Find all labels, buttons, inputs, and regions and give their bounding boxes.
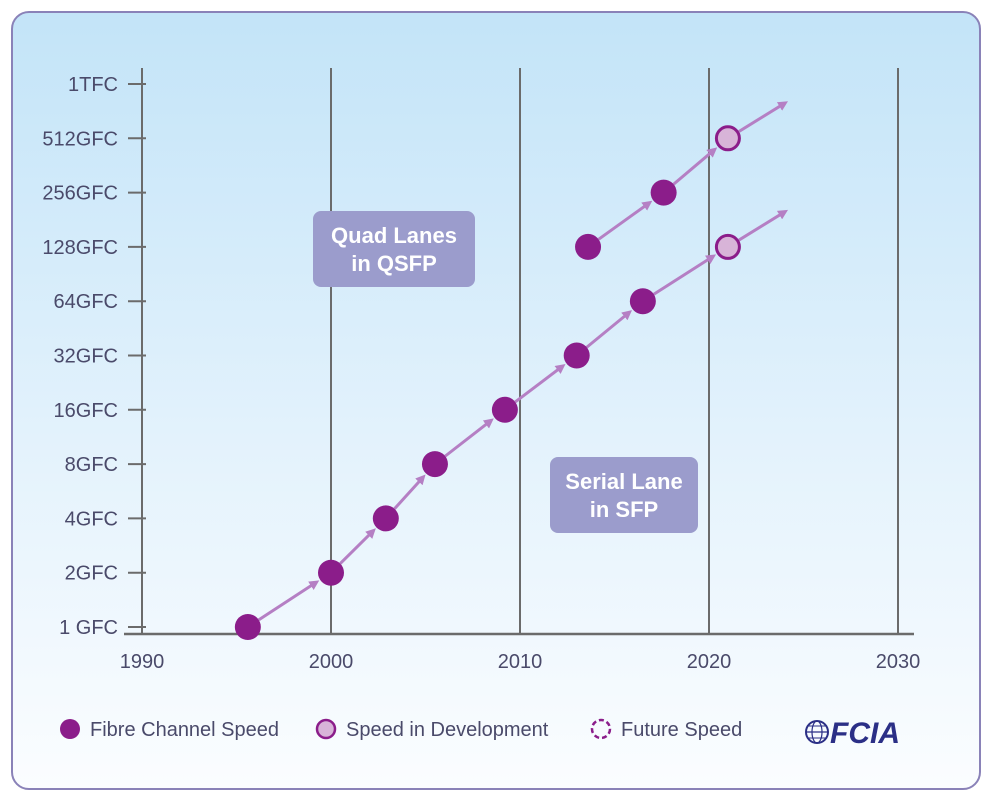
trend-arrow-quad bbox=[738, 101, 789, 133]
legend-label: Future Speed bbox=[621, 719, 742, 741]
logo-text: FCIA bbox=[830, 717, 900, 750]
x-tick-label: 2020 bbox=[687, 651, 732, 673]
data-point-fibre-channel bbox=[629, 288, 656, 315]
trend-arrow-serial bbox=[738, 209, 789, 242]
y-tick-label: 1TFC bbox=[68, 74, 118, 96]
trend-arrow-quad bbox=[597, 200, 653, 241]
data-point-fibre-channel bbox=[318, 559, 344, 586]
annotations: Quad Lanes in QSFP Serial Lane in SFP bbox=[313, 211, 698, 533]
x-tick-label: 1990 bbox=[120, 651, 165, 673]
trend-arrow-serial bbox=[444, 418, 494, 458]
y-tick-label: 128GFC bbox=[42, 237, 118, 259]
y-tick-label: 512GFC bbox=[42, 128, 118, 150]
annotation-box-serial bbox=[550, 457, 698, 533]
legend-marker-fibre-channel bbox=[60, 719, 80, 739]
y-tick-label: 1 GFC bbox=[59, 617, 118, 639]
y-tick-label: 8GFC bbox=[65, 454, 118, 476]
y-tick-label: 4GFC bbox=[65, 508, 118, 530]
data-point-fibre-channel bbox=[575, 233, 602, 260]
data-point-fibre-channel bbox=[491, 396, 518, 423]
trend-arrow-serial bbox=[257, 580, 320, 622]
fcia-logo: FCIA bbox=[805, 717, 900, 750]
trend-arrow-serial bbox=[653, 254, 717, 296]
annotation-text-serial: Serial Lane bbox=[565, 469, 682, 494]
grid-lines bbox=[141, 68, 899, 634]
annotation-text-quad: in QSFP bbox=[351, 251, 437, 276]
trend-arrows bbox=[257, 101, 789, 622]
data-point-fibre-channel bbox=[234, 614, 261, 640]
data-point-fibre-channel bbox=[563, 342, 590, 369]
y-tick-label: 256GFC bbox=[42, 183, 118, 205]
annotation-text-quad: Quad Lanes bbox=[331, 223, 457, 248]
y-tick-label: 64GFC bbox=[54, 291, 118, 313]
x-tick-label: 2030 bbox=[876, 651, 921, 673]
annotation-text-serial: in SFP bbox=[590, 497, 658, 522]
annotation-box-quad bbox=[313, 211, 475, 287]
data-point-fibre-channel bbox=[372, 505, 399, 532]
x-tick-label: 2000 bbox=[309, 651, 354, 673]
data-point-fibre-channel bbox=[650, 179, 677, 206]
legend: Fibre Channel Speed Speed in Development F… bbox=[60, 718, 742, 741]
x-tick-labels: 1990 2000 2010 2020 2030 bbox=[120, 651, 921, 673]
legend-marker-in-development bbox=[315, 718, 337, 740]
y-tick-label: 32GFC bbox=[54, 346, 118, 368]
legend-label: Speed in Development bbox=[346, 719, 549, 741]
trend-arrow-serial bbox=[514, 363, 566, 404]
legend-marker-future bbox=[590, 718, 612, 740]
legend-label: Fibre Channel Speed bbox=[90, 719, 279, 741]
data-point-in-development bbox=[714, 125, 741, 152]
trend-arrow-quad bbox=[672, 147, 718, 186]
y-tick-label: 2GFC bbox=[65, 563, 118, 585]
trend-arrow-serial bbox=[393, 474, 426, 510]
y-tick-labels: 1 GFC 2GFC 4GFC 8GFC 16GFC 32GFC 64GFC 128GFC 25… bbox=[42, 74, 118, 639]
x-tick-label: 2010 bbox=[498, 651, 543, 673]
data-points bbox=[234, 125, 741, 640]
y-tick-label: 16GFC bbox=[54, 400, 118, 422]
trend-arrow-serial bbox=[585, 310, 633, 349]
data-point-in-development bbox=[714, 233, 741, 260]
data-point-fibre-channel bbox=[421, 451, 448, 478]
trend-arrow-serial bbox=[339, 528, 376, 565]
globe-icon bbox=[805, 720, 829, 744]
